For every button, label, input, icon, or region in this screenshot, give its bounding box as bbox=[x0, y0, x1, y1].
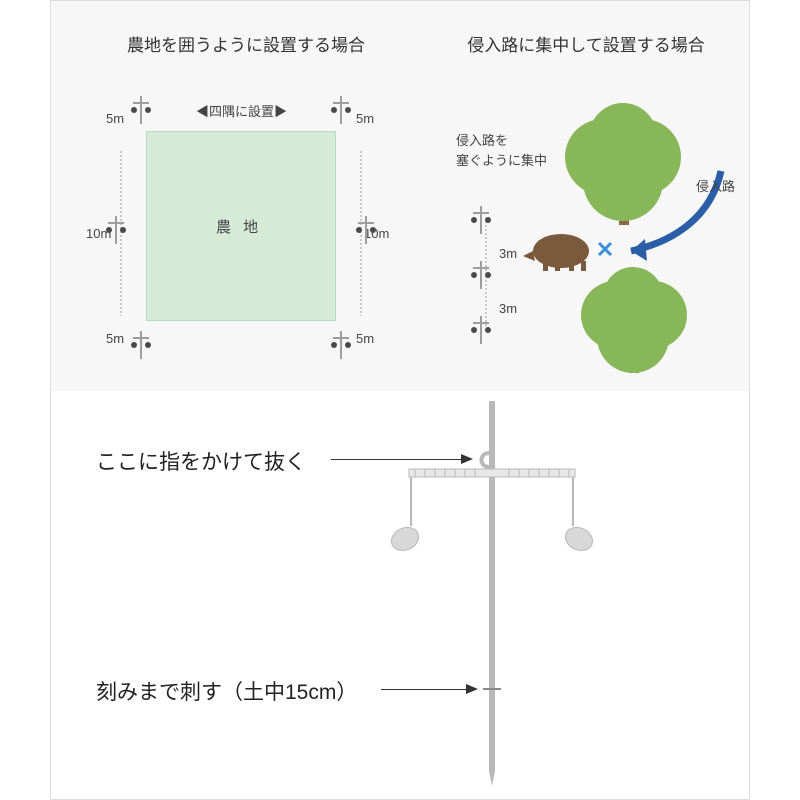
post-icon bbox=[356, 216, 376, 244]
post-icon bbox=[131, 96, 151, 124]
spacing-label-1: 3m bbox=[499, 246, 517, 261]
post-icon bbox=[471, 316, 491, 344]
tree-icon bbox=[565, 103, 681, 225]
tree-icon bbox=[581, 267, 687, 373]
dim-lines bbox=[51, 1, 431, 391]
page-root: 農地を囲うように設置する場合 侵入路に集中して設置する場合 農 地 ◀四隅に設置… bbox=[0, 0, 800, 800]
post-icon bbox=[331, 96, 351, 124]
top-panel: 農地を囲うように設置する場合 侵入路に集中して設置する場合 農 地 ◀四隅に設置… bbox=[51, 1, 749, 392]
callout-pull: ここに指をかけて抜く bbox=[96, 446, 306, 476]
post-icon bbox=[331, 331, 351, 359]
post-icon bbox=[471, 261, 491, 289]
post-icon bbox=[471, 206, 491, 234]
boar-icon bbox=[523, 234, 589, 271]
spacing-label-2: 3m bbox=[499, 301, 517, 316]
post-icon bbox=[131, 331, 151, 359]
x-mark-icon bbox=[599, 243, 611, 255]
right-title: 侵入路に集中して設置する場合 bbox=[446, 31, 726, 56]
callout-insert: 刻みまで刺す（土中15cm） bbox=[96, 676, 357, 706]
route-label: 侵入路 bbox=[696, 176, 735, 195]
post-icon bbox=[106, 216, 126, 244]
pole-diagram bbox=[351, 391, 671, 799]
diagram-frame: 農地を囲うように設置する場合 侵入路に集中して設置する場合 農 地 ◀四隅に設置… bbox=[50, 0, 750, 800]
bottom-panel: ここに指をかけて抜く 刻みまで刺す（土中15cm） bbox=[51, 391, 749, 799]
concentrate-note: 侵入路を 塞ぐように集中 bbox=[456, 131, 547, 170]
route-arrow-head-icon bbox=[631, 239, 647, 261]
